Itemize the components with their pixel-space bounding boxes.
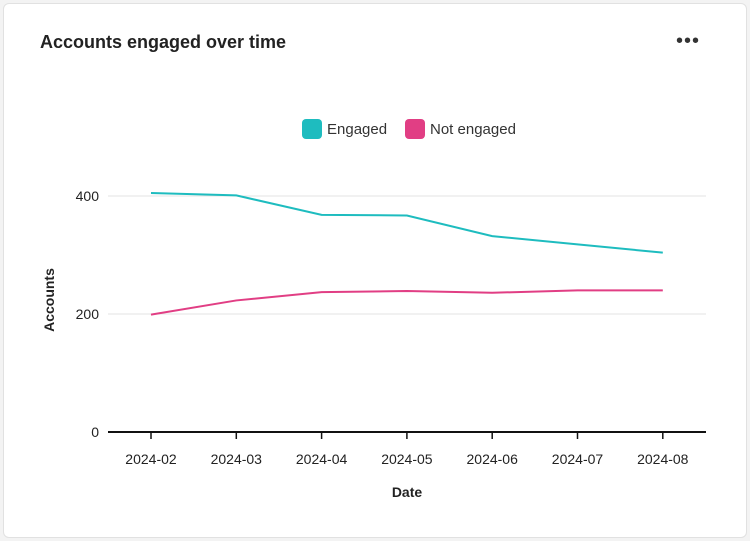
x-tick-label: 2024-08 — [637, 451, 689, 467]
legend-swatch — [405, 119, 425, 139]
x-tick-label: 2024-02 — [125, 451, 177, 467]
y-tick-label: 400 — [76, 188, 100, 204]
y-tick-label: 0 — [91, 424, 99, 440]
legend-label: Engaged — [327, 121, 387, 138]
x-tick-label: 2024-03 — [211, 451, 263, 467]
y-axis-label: Accounts — [41, 268, 57, 332]
legend-swatch — [302, 119, 322, 139]
y-tick-label: 200 — [76, 306, 100, 322]
x-tick-label: 2024-05 — [381, 451, 433, 467]
x-axis-label: Date — [392, 484, 423, 500]
x-tick-label: 2024-04 — [296, 451, 348, 467]
x-tick-label: 2024-06 — [467, 451, 519, 467]
chart-title: Accounts engaged over time — [40, 32, 287, 52]
x-tick-label: 2024-07 — [552, 451, 604, 467]
series-line-not-engaged — [150, 289, 663, 316]
series-line-engaged — [150, 192, 663, 254]
more-options-icon[interactable]: ••• — [676, 30, 701, 52]
chart-card: Accounts engaged over time ••• — [3, 3, 747, 538]
legend-label: Not engaged — [430, 121, 516, 138]
